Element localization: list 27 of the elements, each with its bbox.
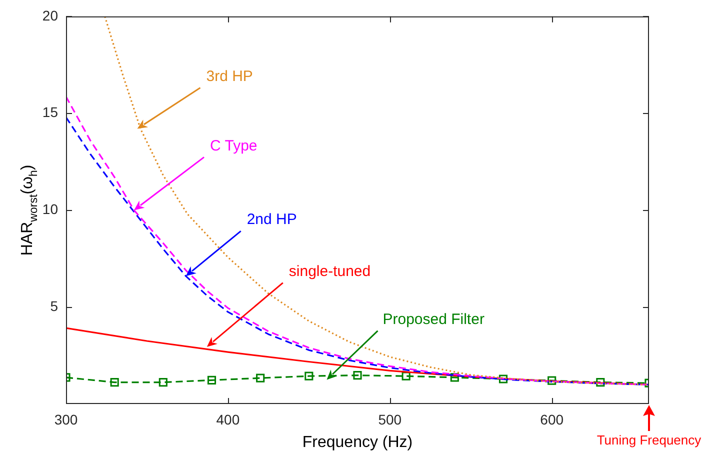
point	[256, 374, 265, 382]
x-tick-label: 300	[54, 411, 78, 428]
point	[402, 372, 410, 380]
y-tick-label: 20	[42, 7, 58, 24]
x-axis-title: Frequency (Hz)	[302, 434, 413, 451]
point	[498, 374, 508, 384]
point	[304, 372, 314, 380]
point	[353, 371, 362, 380]
y-axis-title: HARworst(ωh)	[19, 164, 40, 256]
point	[110, 378, 119, 387]
annotation: 2nd HP	[246, 211, 297, 228]
point	[548, 376, 556, 385]
x-tick-label: 600	[540, 411, 564, 428]
y-tick-label: 5	[50, 298, 58, 314]
point	[450, 373, 459, 382]
annotation: Proposed Filter	[382, 310, 484, 328]
point	[158, 378, 168, 387]
text: Tuning Frequency	[596, 432, 702, 448]
point	[596, 378, 605, 387]
x-tick-label: 400	[216, 411, 240, 428]
y-tick-label: 10	[42, 201, 58, 218]
annotation: single-tuned	[288, 262, 371, 280]
y-tick-label: 15	[42, 104, 58, 120]
annotation: 3rd HP	[206, 68, 253, 85]
x-tick-label: 500	[378, 411, 402, 428]
point	[207, 376, 216, 384]
annotation: C Type	[210, 137, 258, 154]
